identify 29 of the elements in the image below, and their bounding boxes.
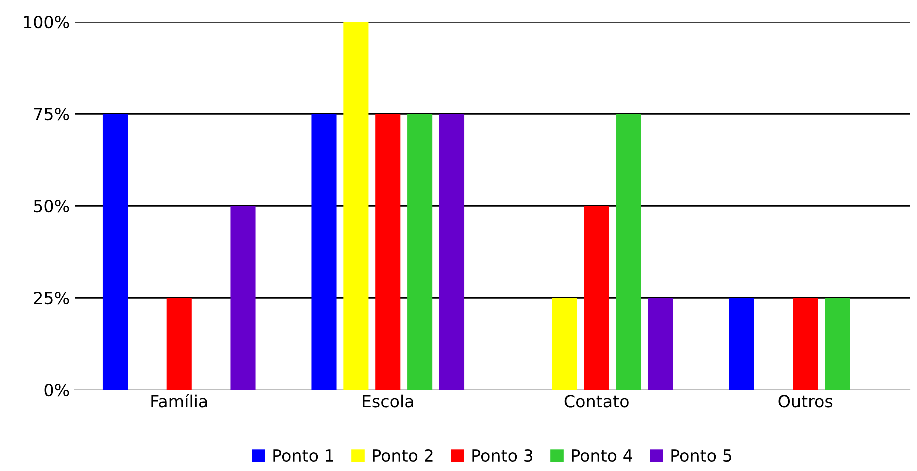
- bar: [408, 114, 433, 390]
- x-tick-label: Escola: [363, 394, 414, 408]
- legend-label: Ponto 5: [672, 450, 732, 462]
- bar: [552, 298, 578, 390]
- y-tick-label: 100%: [24, 16, 70, 29]
- y-tick-label: 25%: [34, 292, 70, 305]
- bar: [166, 298, 192, 390]
- y-tick-label: 75%: [34, 108, 70, 121]
- bar: [793, 298, 818, 390]
- legend-label: Ponto 2: [373, 449, 433, 462]
- bar: [729, 298, 754, 390]
- bar: [584, 206, 610, 390]
- bar: [648, 298, 674, 390]
- y-tick-label: 50%: [34, 200, 70, 213]
- legend-label: Ponto 3: [472, 449, 533, 462]
- bar: [230, 206, 256, 390]
- bar: [376, 114, 401, 390]
- x-tick-label: Contato: [564, 395, 629, 408]
- bar: [439, 114, 465, 390]
- y-tick-label: 0%: [44, 384, 70, 397]
- legend-label: Ponto 4: [572, 450, 632, 462]
- x-tick-label: Outros: [778, 395, 833, 408]
- x-tick-label: Família: [152, 394, 208, 408]
- bar: [102, 114, 128, 390]
- bar: [344, 22, 369, 390]
- bar: [616, 114, 642, 390]
- legend-label: Ponto 1: [274, 450, 334, 462]
- bar: [312, 114, 337, 390]
- bar: [825, 298, 850, 390]
